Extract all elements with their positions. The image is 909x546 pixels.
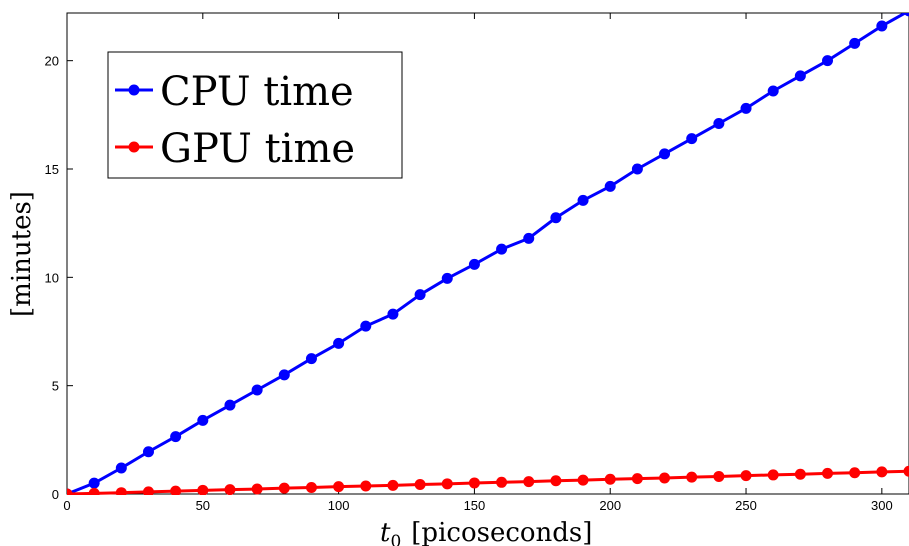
- data-point-gpu: [251, 483, 263, 495]
- data-point-cpu: [550, 212, 562, 224]
- y-tick-label: 5: [52, 379, 59, 394]
- data-point-gpu: [794, 468, 806, 480]
- x-tick-label: 250: [735, 498, 757, 513]
- data-point-cpu: [740, 102, 752, 114]
- x-axis-label-main: t: [380, 518, 391, 546]
- x-tick-label: 50: [196, 498, 210, 513]
- legend-label-cpu: CPU time: [160, 69, 354, 115]
- y-tick-label: 20: [45, 54, 59, 69]
- data-point-cpu: [441, 272, 453, 284]
- y-axis-label: [minutes]: [7, 191, 37, 317]
- x-tick-label: 200: [599, 498, 621, 513]
- data-point-cpu: [142, 446, 154, 458]
- data-point-gpu: [333, 481, 345, 493]
- data-point-cpu: [604, 180, 616, 192]
- data-point-gpu: [849, 467, 861, 479]
- data-point-gpu: [115, 487, 127, 495]
- data-point-gpu: [441, 478, 453, 490]
- data-point-cpu: [414, 289, 426, 301]
- data-point-cpu: [387, 308, 399, 320]
- data-point-gpu: [496, 476, 508, 488]
- data-point-gpu: [767, 469, 779, 481]
- data-point-gpu: [523, 476, 535, 488]
- data-point-gpu: [876, 466, 888, 478]
- x-tick-label: 0: [63, 498, 70, 513]
- y-tick-label: 0: [52, 487, 59, 502]
- x-axis-label: t0 [picoseconds]: [380, 518, 592, 546]
- data-point-cpu: [88, 477, 100, 489]
- data-point-cpu: [876, 20, 888, 32]
- data-point-cpu: [822, 55, 834, 67]
- data-point-gpu: [577, 474, 589, 486]
- x-axis-label-rest: [picoseconds]: [411, 518, 592, 546]
- data-point-gpu: [414, 478, 426, 490]
- data-point-gpu: [387, 479, 399, 491]
- data-point-cpu: [659, 148, 671, 160]
- data-point-cpu: [305, 353, 317, 365]
- data-point-gpu: [224, 484, 236, 495]
- data-point-gpu: [822, 467, 834, 479]
- plot-frame: [66, 12, 909, 495]
- data-point-cpu: [115, 462, 127, 474]
- data-point-cpu: [794, 70, 806, 82]
- y-tick-label: 10: [45, 270, 59, 285]
- data-point-cpu: [523, 232, 535, 244]
- data-point-gpu: [604, 473, 616, 485]
- series-line-gpu: [67, 469, 909, 495]
- data-point-cpu: [849, 37, 861, 49]
- data-point-cpu: [278, 369, 290, 381]
- legend-marker-cpu: [128, 84, 140, 96]
- data-point-cpu: [496, 243, 508, 255]
- x-tick-label: 300: [871, 498, 893, 513]
- data-point-gpu: [468, 477, 480, 489]
- data-point-cpu: [631, 163, 643, 175]
- series-layer: [67, 13, 909, 495]
- data-point-cpu: [170, 431, 182, 443]
- x-axis-label-sub: 0: [390, 532, 401, 546]
- data-point-gpu: [305, 482, 317, 493]
- data-point-gpu: [550, 475, 562, 487]
- data-point-gpu: [631, 473, 643, 485]
- data-point-gpu: [360, 480, 372, 492]
- x-tick-label: 100: [328, 498, 350, 513]
- data-point-cpu: [224, 399, 236, 411]
- data-point-gpu: [903, 465, 909, 477]
- legend-label-gpu: GPU time: [160, 126, 355, 172]
- data-point-cpu: [767, 85, 779, 97]
- data-point-cpu: [686, 133, 698, 145]
- data-point-gpu: [197, 484, 209, 495]
- data-point-cpu: [577, 194, 589, 206]
- data-point-gpu: [88, 487, 100, 495]
- data-point-gpu: [713, 470, 725, 482]
- data-point-gpu: [67, 488, 73, 495]
- data-point-gpu: [740, 470, 752, 482]
- axes: 0 50 100 150 200 250 300 0 5 10 15 20: [45, 12, 909, 513]
- data-point-cpu: [197, 414, 209, 426]
- legend-box: [107, 51, 403, 179]
- data-point-gpu: [170, 485, 182, 495]
- legend: CPU time GPU time: [107, 51, 403, 179]
- data-point-cpu: [251, 384, 263, 396]
- data-point-cpu: [360, 320, 372, 332]
- data-point-cpu: [333, 337, 345, 349]
- x-tick-label: 150: [464, 498, 486, 513]
- data-point-gpu: [686, 471, 698, 483]
- legend-marker-gpu: [128, 141, 140, 153]
- data-point-cpu: [468, 258, 480, 270]
- data-point-gpu: [278, 482, 290, 494]
- data-point-cpu: [713, 118, 725, 129]
- y-tick-label: 15: [45, 162, 59, 177]
- data-point-gpu: [142, 486, 154, 495]
- data-point-cpu: [903, 13, 909, 17]
- data-point-gpu: [659, 472, 671, 484]
